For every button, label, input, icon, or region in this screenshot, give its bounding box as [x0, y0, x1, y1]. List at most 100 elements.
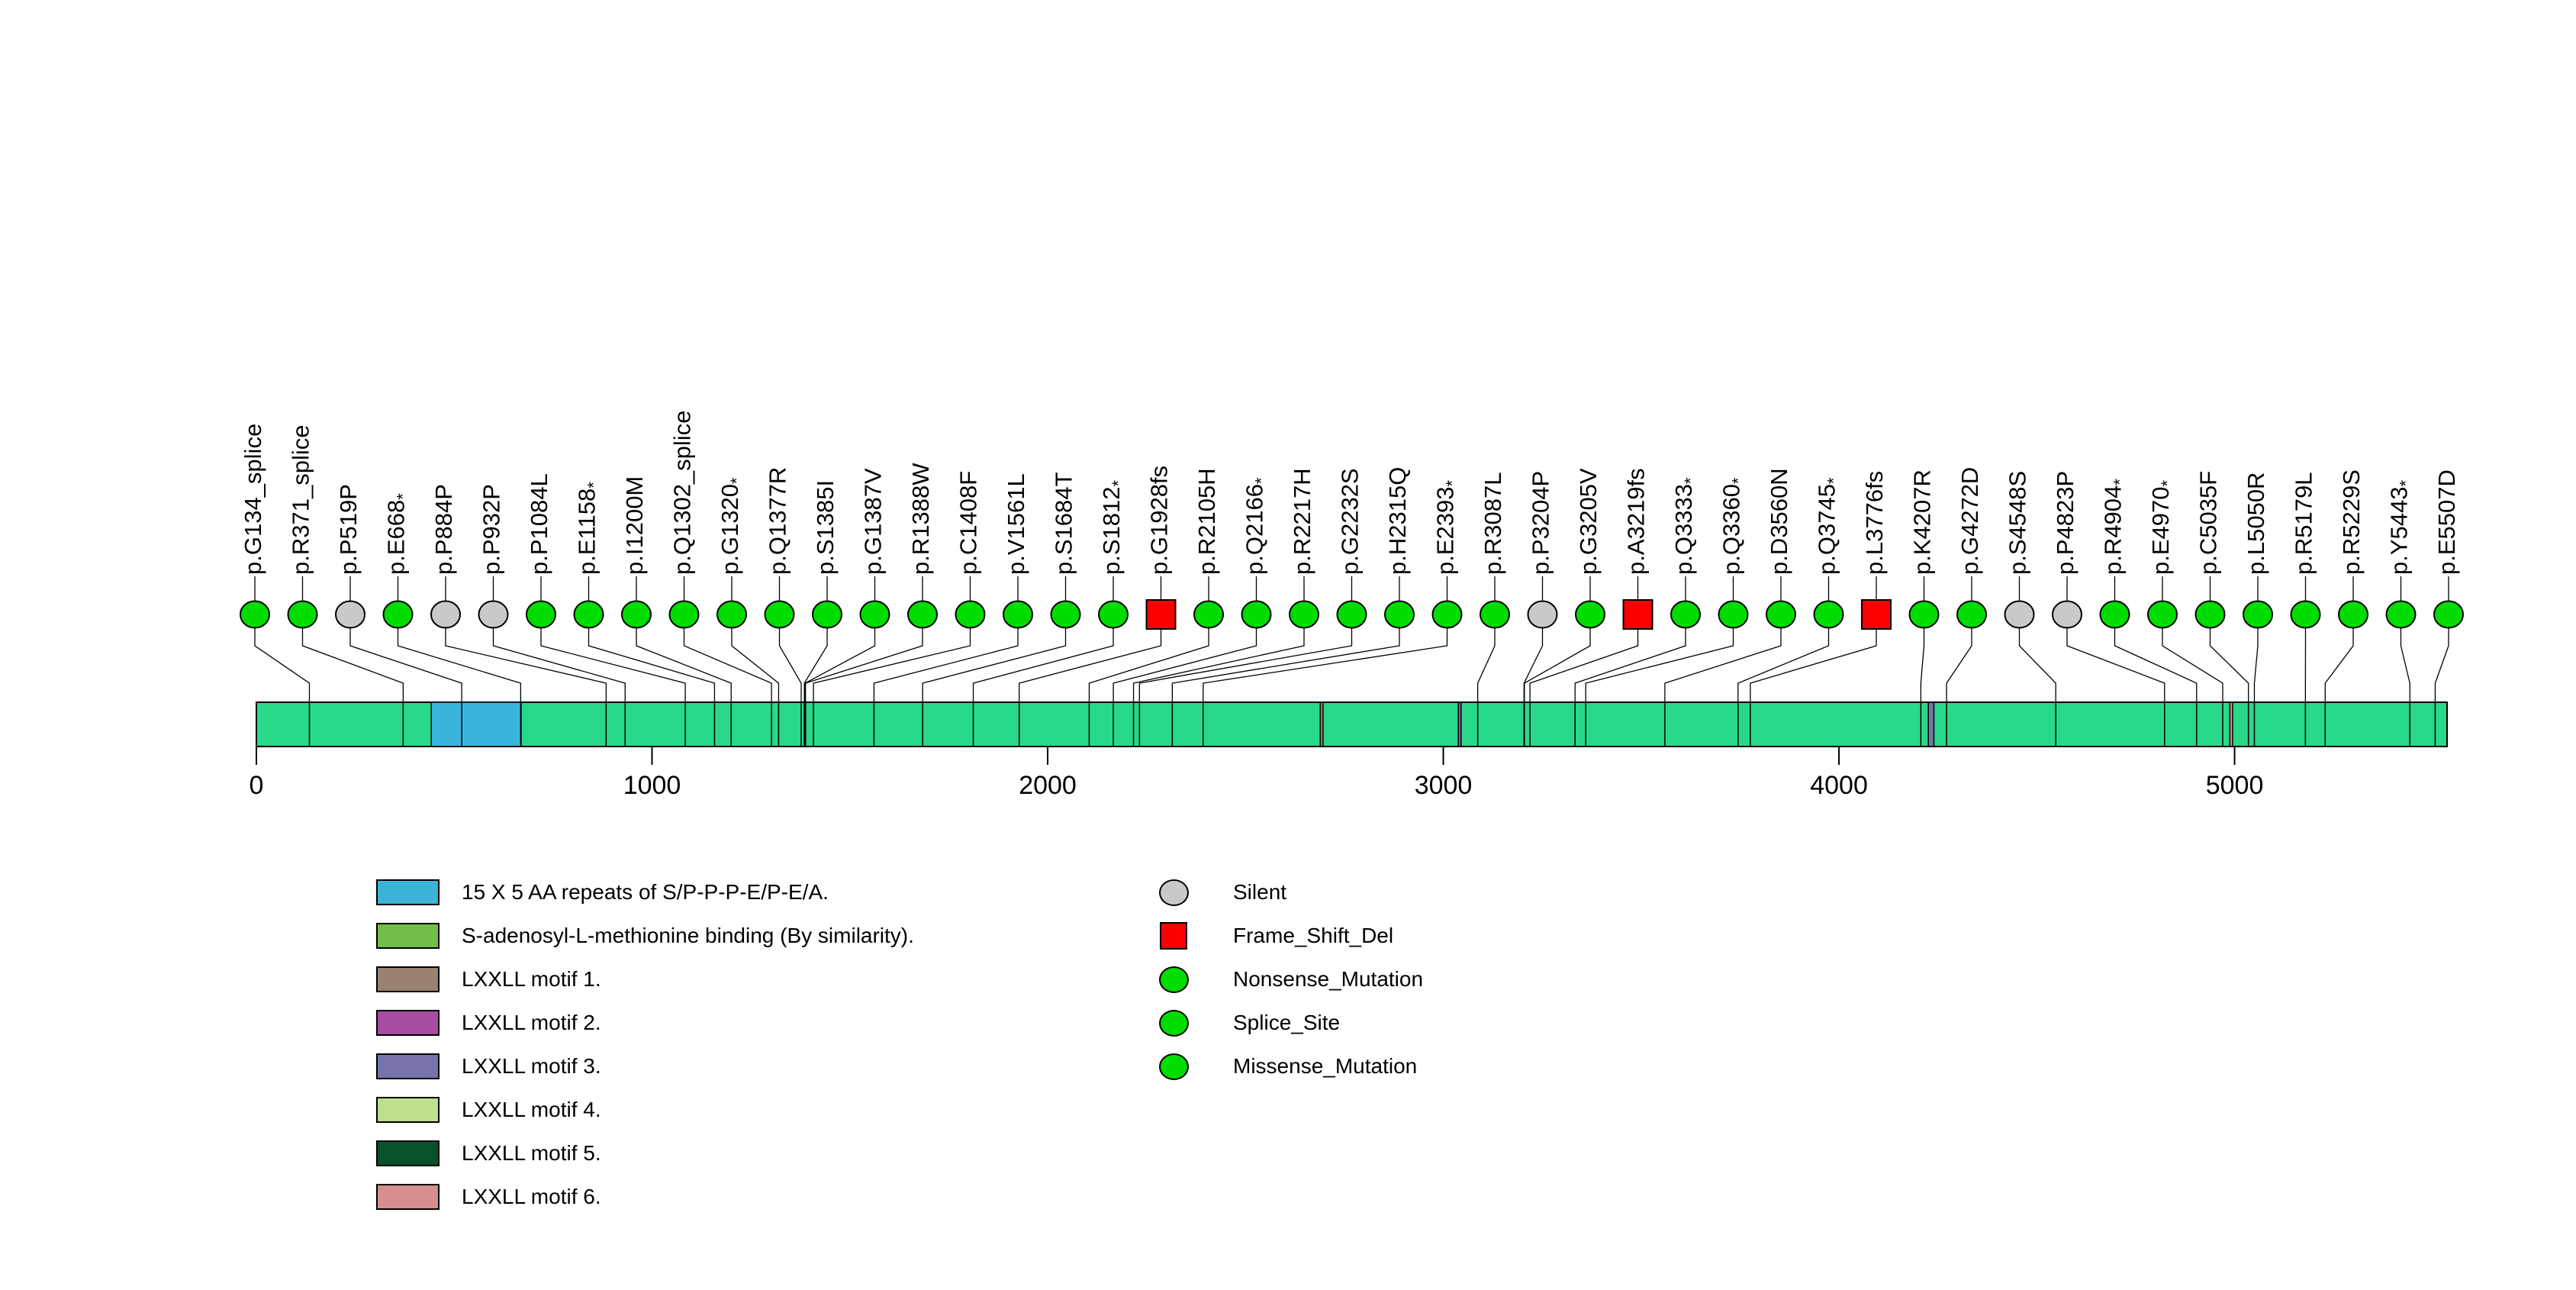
- mutation-label: p.Q3745*: [1814, 477, 1843, 575]
- marker-connector: [636, 627, 732, 702]
- marker-connector: [922, 627, 1067, 702]
- mutation-label: p.R2217H: [1289, 468, 1315, 575]
- domain-legend-swatch: [376, 879, 440, 905]
- mutation-type-legend-label: Nonsense_Mutation: [1233, 967, 1424, 991]
- marker-connector: [540, 627, 686, 702]
- domain-legend-row: LXXLL motif 4.: [376, 1097, 914, 1123]
- mutation-label: p.K4207R: [1909, 469, 1936, 575]
- mutation-marker-circle: [1384, 600, 1415, 629]
- mutation-marker-circle: [812, 600, 842, 629]
- mutation-marker-circle: [1431, 600, 1463, 629]
- mutation-marker-circle: [1336, 600, 1367, 629]
- mutation-type-legend-label: Silent: [1233, 880, 1287, 904]
- mutation-label: p.I1200M: [621, 476, 648, 575]
- marker-connector: [1946, 627, 1972, 702]
- mutation-type-legend-label: Splice_Site: [1233, 1011, 1341, 1034]
- mutation-type-legend-label: Frame_Shift_Del: [1233, 924, 1394, 947]
- marker-connector: [2066, 627, 2165, 702]
- mutation-marker-circle: [573, 600, 604, 629]
- marker-shape: [1158, 1053, 1189, 1080]
- mutation-type-legend-row: Missense_Mutation: [1158, 1053, 1423, 1080]
- marker-connector: [2162, 627, 2223, 702]
- mutation-label: p.G134_splice: [240, 424, 266, 575]
- mutation-label: p.H2315Q: [1384, 467, 1411, 575]
- mutation-label: p.G3205V: [1575, 468, 1602, 575]
- mutation-marker-circle: [668, 600, 700, 629]
- mutation-marker-circle: [1527, 600, 1558, 629]
- domain-legend-label: LXXLL motif 2.: [462, 1011, 601, 1034]
- marker-shape: [1158, 966, 1189, 993]
- mutation-marker-circle: [2004, 600, 2035, 629]
- mutation-marker-circle: [2385, 600, 2417, 629]
- mutation-marker-circle: [2243, 600, 2273, 629]
- mutation-marker-circle: [1050, 600, 1081, 629]
- mutation-label: p.V1561L: [1003, 473, 1029, 575]
- mutation-label: p.R1388W: [907, 463, 934, 575]
- mutation-label: p.S4548S: [2004, 471, 2031, 575]
- marker-connector: [2434, 627, 2449, 702]
- marker-connector: [805, 627, 923, 702]
- domain-legend-label: LXXLL motif 3.: [462, 1054, 601, 1078]
- marker-connector: [683, 627, 772, 702]
- marker-connector: [1019, 627, 1162, 702]
- mutation-label: p.R3087L: [1480, 472, 1506, 575]
- mutation-marker-circle: [478, 600, 509, 629]
- axis-tick-label: 4000: [1810, 771, 1868, 800]
- mutation-marker-circle: [1908, 600, 1940, 629]
- mutation-label: p.S1385I: [812, 480, 839, 575]
- domain-legend-row: 15 X 5 AA repeats of S/P-P-P-E/P-E/A.: [376, 879, 914, 905]
- mutation-marker-circle: [240, 600, 270, 629]
- mutation-marker-circle: [1766, 600, 1796, 629]
- domain-legend-label: LXXLL motif 4.: [462, 1098, 601, 1121]
- mutation-marker-circle: [621, 600, 652, 629]
- marker-connector: [2400, 627, 2410, 702]
- mutation-marker-circle: [1193, 600, 1224, 629]
- protein-backbone: [256, 701, 2448, 747]
- mutation-type-legend-label: Missense_Mutation: [1233, 1054, 1418, 1078]
- marker-connector: [2253, 627, 2259, 702]
- marker-connector: [2114, 627, 2198, 702]
- marker-connector: [1132, 627, 1305, 702]
- mutation-label: p.G2232S: [1337, 468, 1364, 575]
- circle-marker-icon: [1158, 966, 1189, 993]
- mutation-marker-circle: [2052, 600, 2082, 629]
- marker-connector: [1524, 627, 1591, 702]
- domain-legend-swatch: [376, 923, 440, 949]
- mutation-marker-circle: [430, 600, 461, 629]
- mutation-label: p.S1812*: [1098, 480, 1128, 576]
- marker-connector: [349, 627, 462, 702]
- mutation-type-legend: Silent Frame_Shift_Del Nonsense_Mutation Sp…: [1158, 879, 1423, 1096]
- mutation-marker-circle: [859, 600, 890, 629]
- mutation-marker-circle: [1575, 600, 1605, 629]
- mutation-marker-circle: [955, 600, 986, 629]
- domain-legend-label: S-adenosyl-L-methionine binding (By simi…: [462, 924, 914, 947]
- mutation-marker-circle: [1670, 600, 1701, 629]
- domain-legend-row: LXXLL motif 2.: [376, 1010, 914, 1036]
- domain-legend-row: LXXLL motif 3.: [376, 1053, 914, 1079]
- marker-connector: [1203, 627, 1448, 702]
- mutation-marker-square: [1861, 599, 1892, 630]
- marker-connector: [1574, 627, 1686, 702]
- mutation-label: p.P4823P: [2052, 471, 2079, 575]
- mutation-label: p.G1928fs: [1146, 466, 1173, 575]
- domain-legend-swatch: [376, 1140, 440, 1166]
- marker-connector: [2324, 627, 2354, 702]
- mutation-label: p.E1158*: [574, 482, 604, 575]
- protein-domain: [2229, 701, 2233, 747]
- marker-connector: [588, 627, 716, 702]
- marker-connector: [1171, 627, 1400, 702]
- mutation-marker-circle: [526, 600, 556, 629]
- mutation-marker-circle: [2194, 600, 2226, 629]
- marker-connector: [1477, 627, 1496, 702]
- mutation-label: p.P1084L: [526, 473, 552, 575]
- mutation-marker-square: [1622, 599, 1653, 630]
- domain-legend-swatch: [376, 1184, 440, 1210]
- protein-domain: [430, 701, 522, 747]
- mutation-type-legend-row: Frame_Shift_Del: [1158, 922, 1423, 950]
- mutation-label: p.C1408F: [955, 471, 982, 575]
- mutation-label: p.L3776fs: [1861, 471, 1888, 575]
- axis-tick-label: 5000: [2206, 771, 2264, 800]
- marker-connector: [972, 627, 1114, 702]
- domain-legend-row: LXXLL motif 5.: [376, 1140, 914, 1166]
- mutation-type-legend-row: Silent: [1158, 879, 1423, 906]
